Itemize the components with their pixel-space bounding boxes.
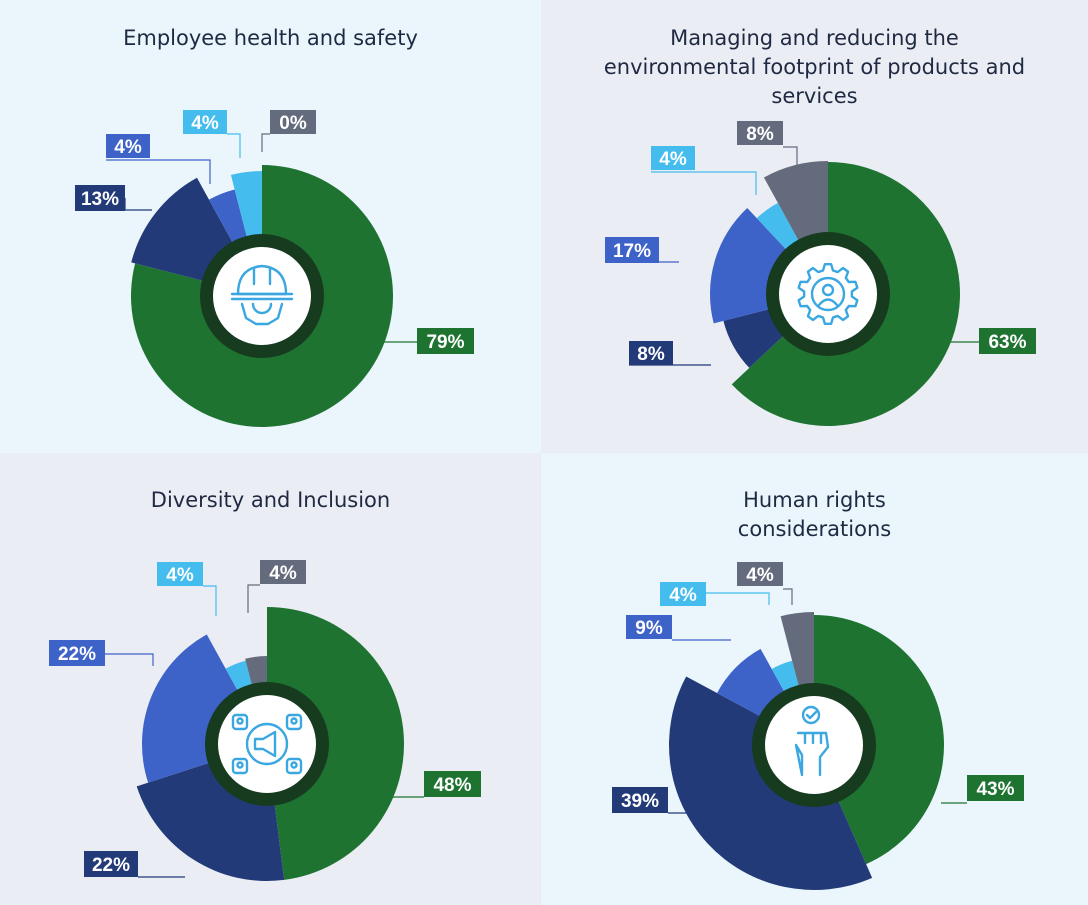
pie-slice-green: [814, 615, 944, 865]
pie-chart-svg: 63% 8% 17% 4% 8%: [605, 121, 1036, 426]
data-label-green: 43%: [967, 775, 1024, 801]
data-label-gray: 4%: [737, 562, 783, 586]
data-label-navy: 22%: [84, 851, 138, 877]
pie-chart-svg: 43% 39% 9% 4% 4%: [612, 562, 1024, 890]
leader-line: [227, 133, 241, 158]
chart-title: Managing and reducing the environmental …: [603, 26, 1026, 108]
data-label-gray: 8%: [737, 121, 783, 145]
data-label-green: 63%: [979, 328, 1036, 354]
center-disc: [213, 247, 311, 345]
center-disc: [218, 695, 316, 793]
chart-title: Employee health and safety: [123, 26, 418, 50]
data-label-text: 22%: [92, 855, 130, 876]
leader-line: [247, 584, 260, 613]
data-label-text: 4%: [269, 563, 297, 584]
pie-slice-green: [267, 607, 404, 880]
data-label-green: 48%: [424, 771, 481, 797]
data-label-text: 79%: [426, 332, 464, 353]
pie-chart-svg: 48% 22% 22% 4% 4%: [49, 560, 481, 881]
hardhat-gear-icon: [230, 264, 294, 326]
data-label-box: [270, 110, 316, 134]
data-label-navy: 39%: [612, 787, 668, 813]
chart-title: Diversity and Inclusion: [150, 488, 391, 512]
data-label-gray: 4%: [260, 560, 306, 584]
data-label-light-blue: 4%: [157, 562, 203, 586]
data-label-text: 39%: [621, 791, 659, 812]
data-label-light-blue: 4%: [660, 582, 706, 606]
data-label-text: 48%: [433, 775, 471, 796]
data-label-text: 4%: [669, 585, 697, 606]
leader-line: [783, 146, 798, 168]
data-labels: 79% 13% 4% 4% 0%: [75, 110, 474, 354]
data-label-box: [979, 328, 1036, 354]
data-label-box: [157, 562, 203, 586]
data-label-box: [84, 851, 138, 877]
data-label-box: [49, 640, 105, 666]
data-label-text: 43%: [976, 779, 1014, 800]
data-label-box: [629, 341, 673, 365]
chart-panel-environmental-footprint: Managing and reducing the environmental …: [541, 0, 1088, 453]
data-label-text: 63%: [988, 332, 1026, 353]
data-label-blue: 9%: [626, 615, 672, 639]
data-label-light-blue: 4%: [183, 110, 227, 134]
data-label-navy: 13%: [75, 185, 125, 211]
data-label-text: 4%: [114, 137, 142, 158]
data-label-text: 13%: [81, 189, 119, 210]
leader-line: [783, 588, 793, 605]
data-label-text: 4%: [659, 149, 687, 170]
data-labels: 63% 8% 17% 4% 8%: [605, 121, 1036, 365]
data-label-blue: 4%: [106, 134, 150, 158]
raised-fist-check-icon: [794, 705, 830, 777]
data-label-box: [424, 771, 481, 797]
data-label-text: 17%: [613, 241, 651, 262]
leader-line: [651, 171, 757, 195]
data-label-box: [417, 328, 474, 354]
data-label-box: [75, 185, 125, 211]
data-label-text: 4%: [166, 565, 194, 586]
data-label-box: [183, 110, 227, 134]
data-label-green: 79%: [417, 328, 474, 354]
data-label-box: [612, 787, 668, 813]
data-labels: 48% 22% 22% 4% 4%: [49, 560, 481, 877]
leader-line: [261, 133, 270, 152]
data-label-blue: 22%: [49, 640, 105, 666]
gear-person-icon: [797, 262, 859, 326]
chart-panel-diversity-inclusion: Diversity and Inclusion 48% 22% 22% 4% 4%: [0, 453, 541, 905]
data-label-box: [626, 615, 672, 639]
chart-title: Human rights considerations: [737, 488, 892, 541]
data-label-box: [660, 582, 706, 606]
chart-panel-human-rights: Human rights considerations 43% 39% 9% 4% 4%: [541, 453, 1088, 905]
pie-chart-svg: 79% 13% 4% 4% 0%: [75, 110, 474, 427]
data-label-box: [737, 121, 783, 145]
data-label-box: [260, 560, 306, 584]
data-label-text: 22%: [58, 644, 96, 665]
leader-line: [668, 812, 726, 818]
data-label-blue: 17%: [605, 237, 659, 263]
megaphone-network-icon: [231, 713, 303, 775]
data-label-text: 4%: [746, 565, 774, 586]
data-label-box: [651, 146, 695, 170]
data-label-text: 8%: [746, 124, 774, 145]
leader-line: [124, 198, 152, 211]
center-disc: [765, 696, 863, 794]
data-label-text: 4%: [191, 113, 219, 134]
data-label-text: 0%: [279, 113, 307, 134]
data-label-box: [605, 237, 659, 263]
leader-line: [706, 592, 770, 605]
chart-panel-employee-health: Employee health and safety 79% 13% 4% 4% 0%: [0, 0, 541, 453]
data-label-text: 9%: [635, 618, 663, 639]
leader-line: [203, 585, 217, 616]
data-label-box: [106, 134, 150, 158]
data-label-navy: 8%: [629, 341, 673, 365]
data-label-light-blue: 4%: [651, 146, 695, 170]
data-label-text: 8%: [637, 344, 665, 365]
leader-lines: [668, 588, 967, 818]
data-label-gray: 0%: [270, 110, 316, 134]
data-label-box: [737, 562, 783, 586]
data-label-box: [967, 775, 1024, 801]
leader-line: [106, 159, 211, 184]
data-labels: 43% 39% 9% 4% 4%: [612, 562, 1024, 813]
